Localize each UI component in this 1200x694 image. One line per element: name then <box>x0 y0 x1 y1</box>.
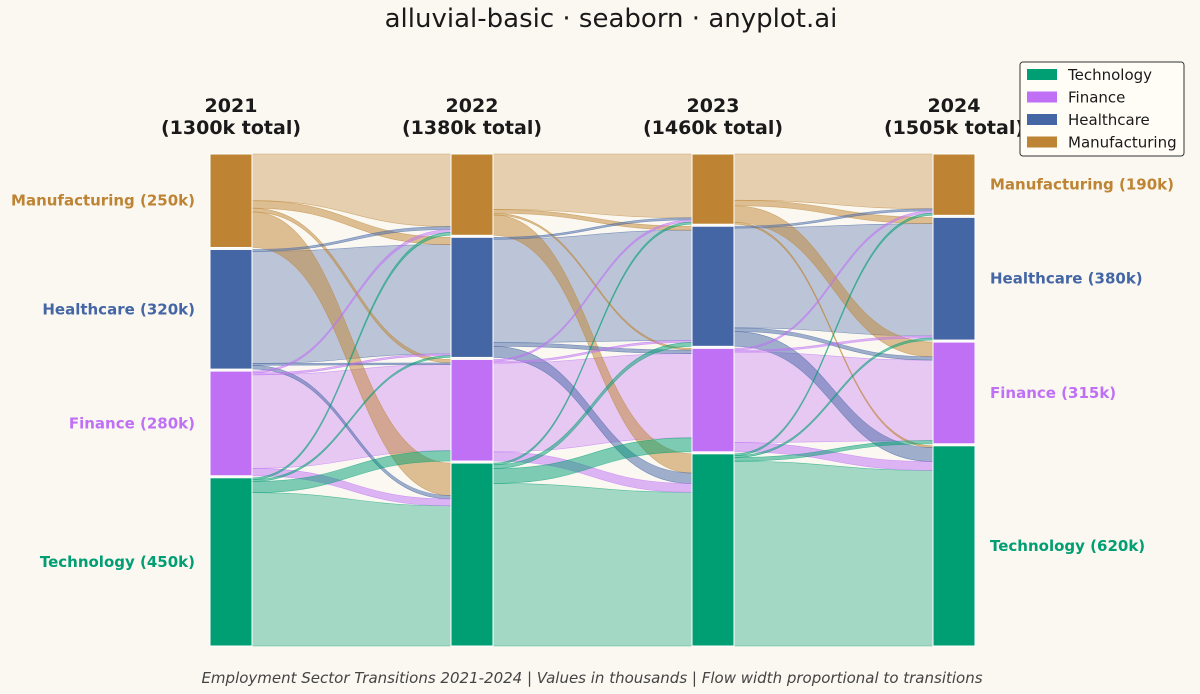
node-2023-healthcare <box>691 225 735 347</box>
side-labels: Manufacturing (250k) Manufacturing (190k)… <box>11 176 1174 571</box>
year-label-2021: 2021 <box>205 95 258 117</box>
node-2021-healthcare <box>209 248 253 370</box>
year-label-2023: 2023 <box>687 95 740 117</box>
flows-layer <box>251 153 934 647</box>
node-2023-technology <box>691 453 735 647</box>
right-label-manufacturing: Manufacturing (190k) <box>990 176 1174 194</box>
node-2022-finance <box>450 358 494 462</box>
node-2021-finance <box>209 370 253 477</box>
nodes-layer <box>209 153 976 647</box>
node-2022-technology <box>450 462 494 647</box>
year-total-2023: (1460k total) <box>643 117 783 139</box>
legend-swatch-healthcare <box>1027 114 1057 125</box>
chart-caption: Employment Sector Transitions 2021-2024 … <box>201 669 982 687</box>
flow-2021-technology-to-2022-technology <box>251 492 452 647</box>
year-label-2022: 2022 <box>446 95 499 117</box>
flow-2022-healthcare-to-2023-healthcare <box>492 229 693 343</box>
left-label-manufacturing: Manufacturing (250k) <box>11 192 195 210</box>
year-total-2024: (1505k total) <box>884 117 1024 139</box>
node-2022-healthcare <box>450 236 494 358</box>
node-2024-finance <box>932 341 976 445</box>
year-label-2024: 2024 <box>928 95 981 117</box>
year-total-2022: (1380k total) <box>402 117 542 139</box>
legend-swatch-finance <box>1027 91 1057 103</box>
node-2021-technology <box>209 477 253 647</box>
node-2022-manufacturing <box>450 153 494 236</box>
right-label-healthcare: Healthcare (380k) <box>990 270 1143 288</box>
right-label-finance: Finance (315k) <box>990 384 1116 402</box>
flow-2022-manufacturing-to-2023-manufacturing <box>492 153 693 219</box>
right-label-technology: Technology (620k) <box>990 537 1145 555</box>
left-label-technology: Technology (450k) <box>40 553 195 571</box>
node-2024-manufacturing <box>932 153 976 216</box>
legend-frame <box>1019 61 1185 157</box>
node-2023-finance <box>691 347 735 453</box>
legend-label-healthcare: Healthcare <box>1068 111 1150 129</box>
flow-2023-technology-to-2024-technology <box>733 460 934 647</box>
legend-swatch-manufacturing <box>1027 136 1057 148</box>
legend: Technology Finance Healthcare Manufacturing <box>1019 61 1185 157</box>
node-2024-healthcare <box>932 216 976 341</box>
year-labels: 2021(1300k total)2022(1380k total)2023(1… <box>161 95 1024 139</box>
flow-2022-finance-to-2023-finance <box>492 353 693 453</box>
legend-swatch-technology <box>1027 69 1057 80</box>
node-2023-manufacturing <box>691 153 735 225</box>
left-label-healthcare: Healthcare (320k) <box>42 300 195 318</box>
year-total-2021: (1300k total) <box>161 117 301 139</box>
chart-title: alluvial-basic · seaborn · anyplot.ai <box>385 4 838 34</box>
left-label-finance: Finance (280k) <box>69 414 195 432</box>
node-2024-technology <box>932 445 976 647</box>
legend-label-manufacturing: Manufacturing <box>1068 134 1177 152</box>
legend-label-technology: Technology <box>1067 66 1152 84</box>
legend-label-finance: Finance <box>1068 89 1125 107</box>
flow-2022-technology-to-2023-technology <box>492 483 693 647</box>
node-2021-manufacturing <box>209 153 253 248</box>
